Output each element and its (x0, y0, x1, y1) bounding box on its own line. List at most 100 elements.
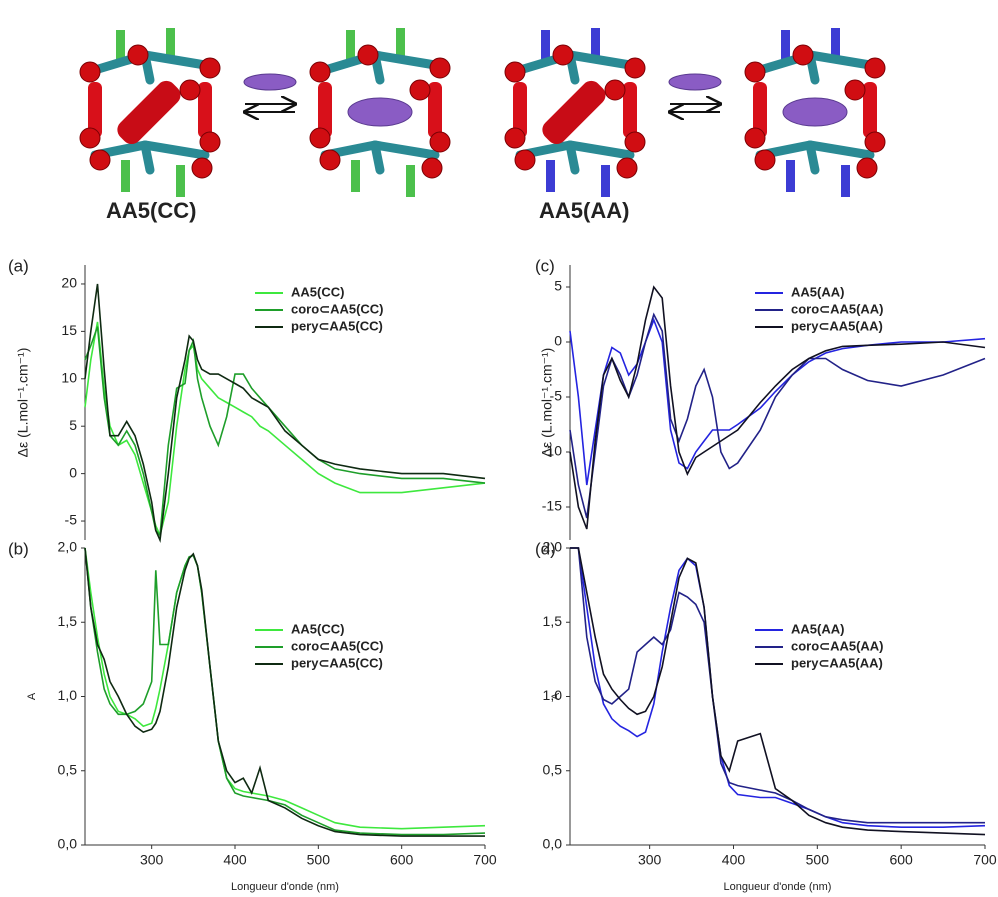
spectrum-line (570, 547, 985, 824)
spectrum-line (84, 283, 486, 543)
cage (79, 28, 221, 197)
spectrum-line (570, 547, 986, 828)
spectrum-line (570, 547, 986, 836)
spectrum-line (569, 285, 986, 530)
rod (140, 140, 155, 175)
rod (370, 140, 440, 160)
rod (370, 50, 440, 70)
red-rod (863, 82, 877, 138)
sphere (754, 149, 776, 171)
panel-label: (a) (8, 256, 29, 275)
legend-label: AA5(AA) (791, 284, 844, 299)
sphere (79, 61, 101, 83)
ligand-stub (541, 30, 550, 62)
y-tick-label: 2,0 (543, 539, 563, 555)
cage-label: AA5 (106, 198, 150, 223)
panel-label: (d) (535, 539, 556, 558)
sphere (616, 157, 638, 179)
cage (744, 28, 886, 197)
ligand-stub (601, 165, 610, 197)
x-axis-label: Longueur d'onde (nm) (231, 881, 339, 893)
y-tick-label: 5 (554, 278, 562, 294)
sphere (199, 57, 221, 79)
y-tick-label: 0,5 (543, 761, 563, 777)
sphere (357, 44, 379, 66)
sphere (552, 44, 574, 66)
rod (565, 140, 580, 175)
sphere (504, 61, 526, 83)
sphere (409, 79, 431, 101)
panel-label: (b) (8, 539, 29, 558)
x-tick-label: 500 (307, 852, 331, 868)
y-tick-label: 0 (69, 464, 77, 480)
sphere (89, 149, 111, 171)
ligand-stub (396, 28, 405, 60)
y-axis-label: Δε (L.mol⁻¹.cm⁻¹) (539, 348, 555, 458)
legend-label: AA5(CC) (291, 284, 344, 299)
x-tick-label: 600 (390, 852, 414, 868)
rod (565, 140, 635, 160)
y-tick-label: -5 (550, 388, 563, 404)
red-rod (318, 82, 332, 138)
ligand-stub (591, 28, 600, 60)
spectrum-line (84, 547, 485, 837)
x-axis-label: Longueur d'onde (nm) (724, 881, 832, 893)
y-tick-label: 1,0 (58, 687, 78, 703)
y-tick-label: 5 (69, 417, 77, 433)
y-axis-label: A (550, 692, 562, 700)
y-tick-label: 1,5 (58, 613, 78, 629)
panel-label: (c) (535, 256, 555, 275)
ligand-stub (176, 165, 185, 197)
rod (805, 50, 875, 70)
sphere (856, 157, 878, 179)
sphere (429, 57, 451, 79)
guest-disks (243, 73, 722, 91)
red-rod (513, 82, 527, 138)
ligand-label: (AA) (583, 198, 629, 223)
ligand-stub (831, 28, 840, 60)
red-rod (753, 82, 767, 138)
spectrum-line (84, 547, 486, 830)
ligand-stub (406, 165, 415, 197)
ligand-label: (CC) (150, 198, 196, 223)
legend-label: coro⊂AA5(AA) (791, 638, 884, 653)
legend-label: pery⊂AA5(AA) (791, 655, 883, 670)
sphere (179, 79, 201, 101)
sphere (844, 79, 866, 101)
y-tick-label: 10 (61, 369, 77, 385)
ligand-stub (546, 160, 555, 192)
rod (565, 50, 635, 70)
sphere (624, 57, 646, 79)
y-tick-label: 15 (61, 322, 77, 338)
legend-label: pery⊂AA5(CC) (291, 318, 383, 333)
sphere (191, 157, 213, 179)
y-axis-label: A (26, 692, 38, 700)
spectrum-line (84, 547, 486, 836)
red-rod (623, 82, 637, 138)
sphere (864, 131, 886, 153)
ligand-stub (166, 28, 175, 60)
sphere (864, 57, 886, 79)
y-axis-label: Δε (L.mol⁻¹.cm⁻¹) (15, 348, 31, 458)
x-tick-label: 400 (223, 852, 247, 868)
rod (370, 140, 385, 175)
spectrum-line (569, 312, 986, 519)
x-tick-label: 400 (722, 852, 746, 868)
sphere (604, 79, 626, 101)
y-tick-label: 0,0 (543, 836, 563, 852)
red-rod (88, 82, 102, 138)
x-tick-label: 600 (889, 852, 913, 868)
red-rod (428, 82, 442, 138)
rod (805, 140, 875, 160)
y-tick-label: -15 (542, 498, 562, 514)
sphere (421, 157, 443, 179)
ligand-stub (346, 30, 355, 62)
rod (140, 140, 210, 160)
y-tick-label: -5 (65, 512, 78, 528)
sphere (744, 61, 766, 83)
y-tick-label: 0,0 (58, 836, 78, 852)
sphere (127, 44, 149, 66)
legend-label: coro⊂AA5(CC) (291, 638, 384, 653)
x-tick-label: 300 (140, 852, 164, 868)
